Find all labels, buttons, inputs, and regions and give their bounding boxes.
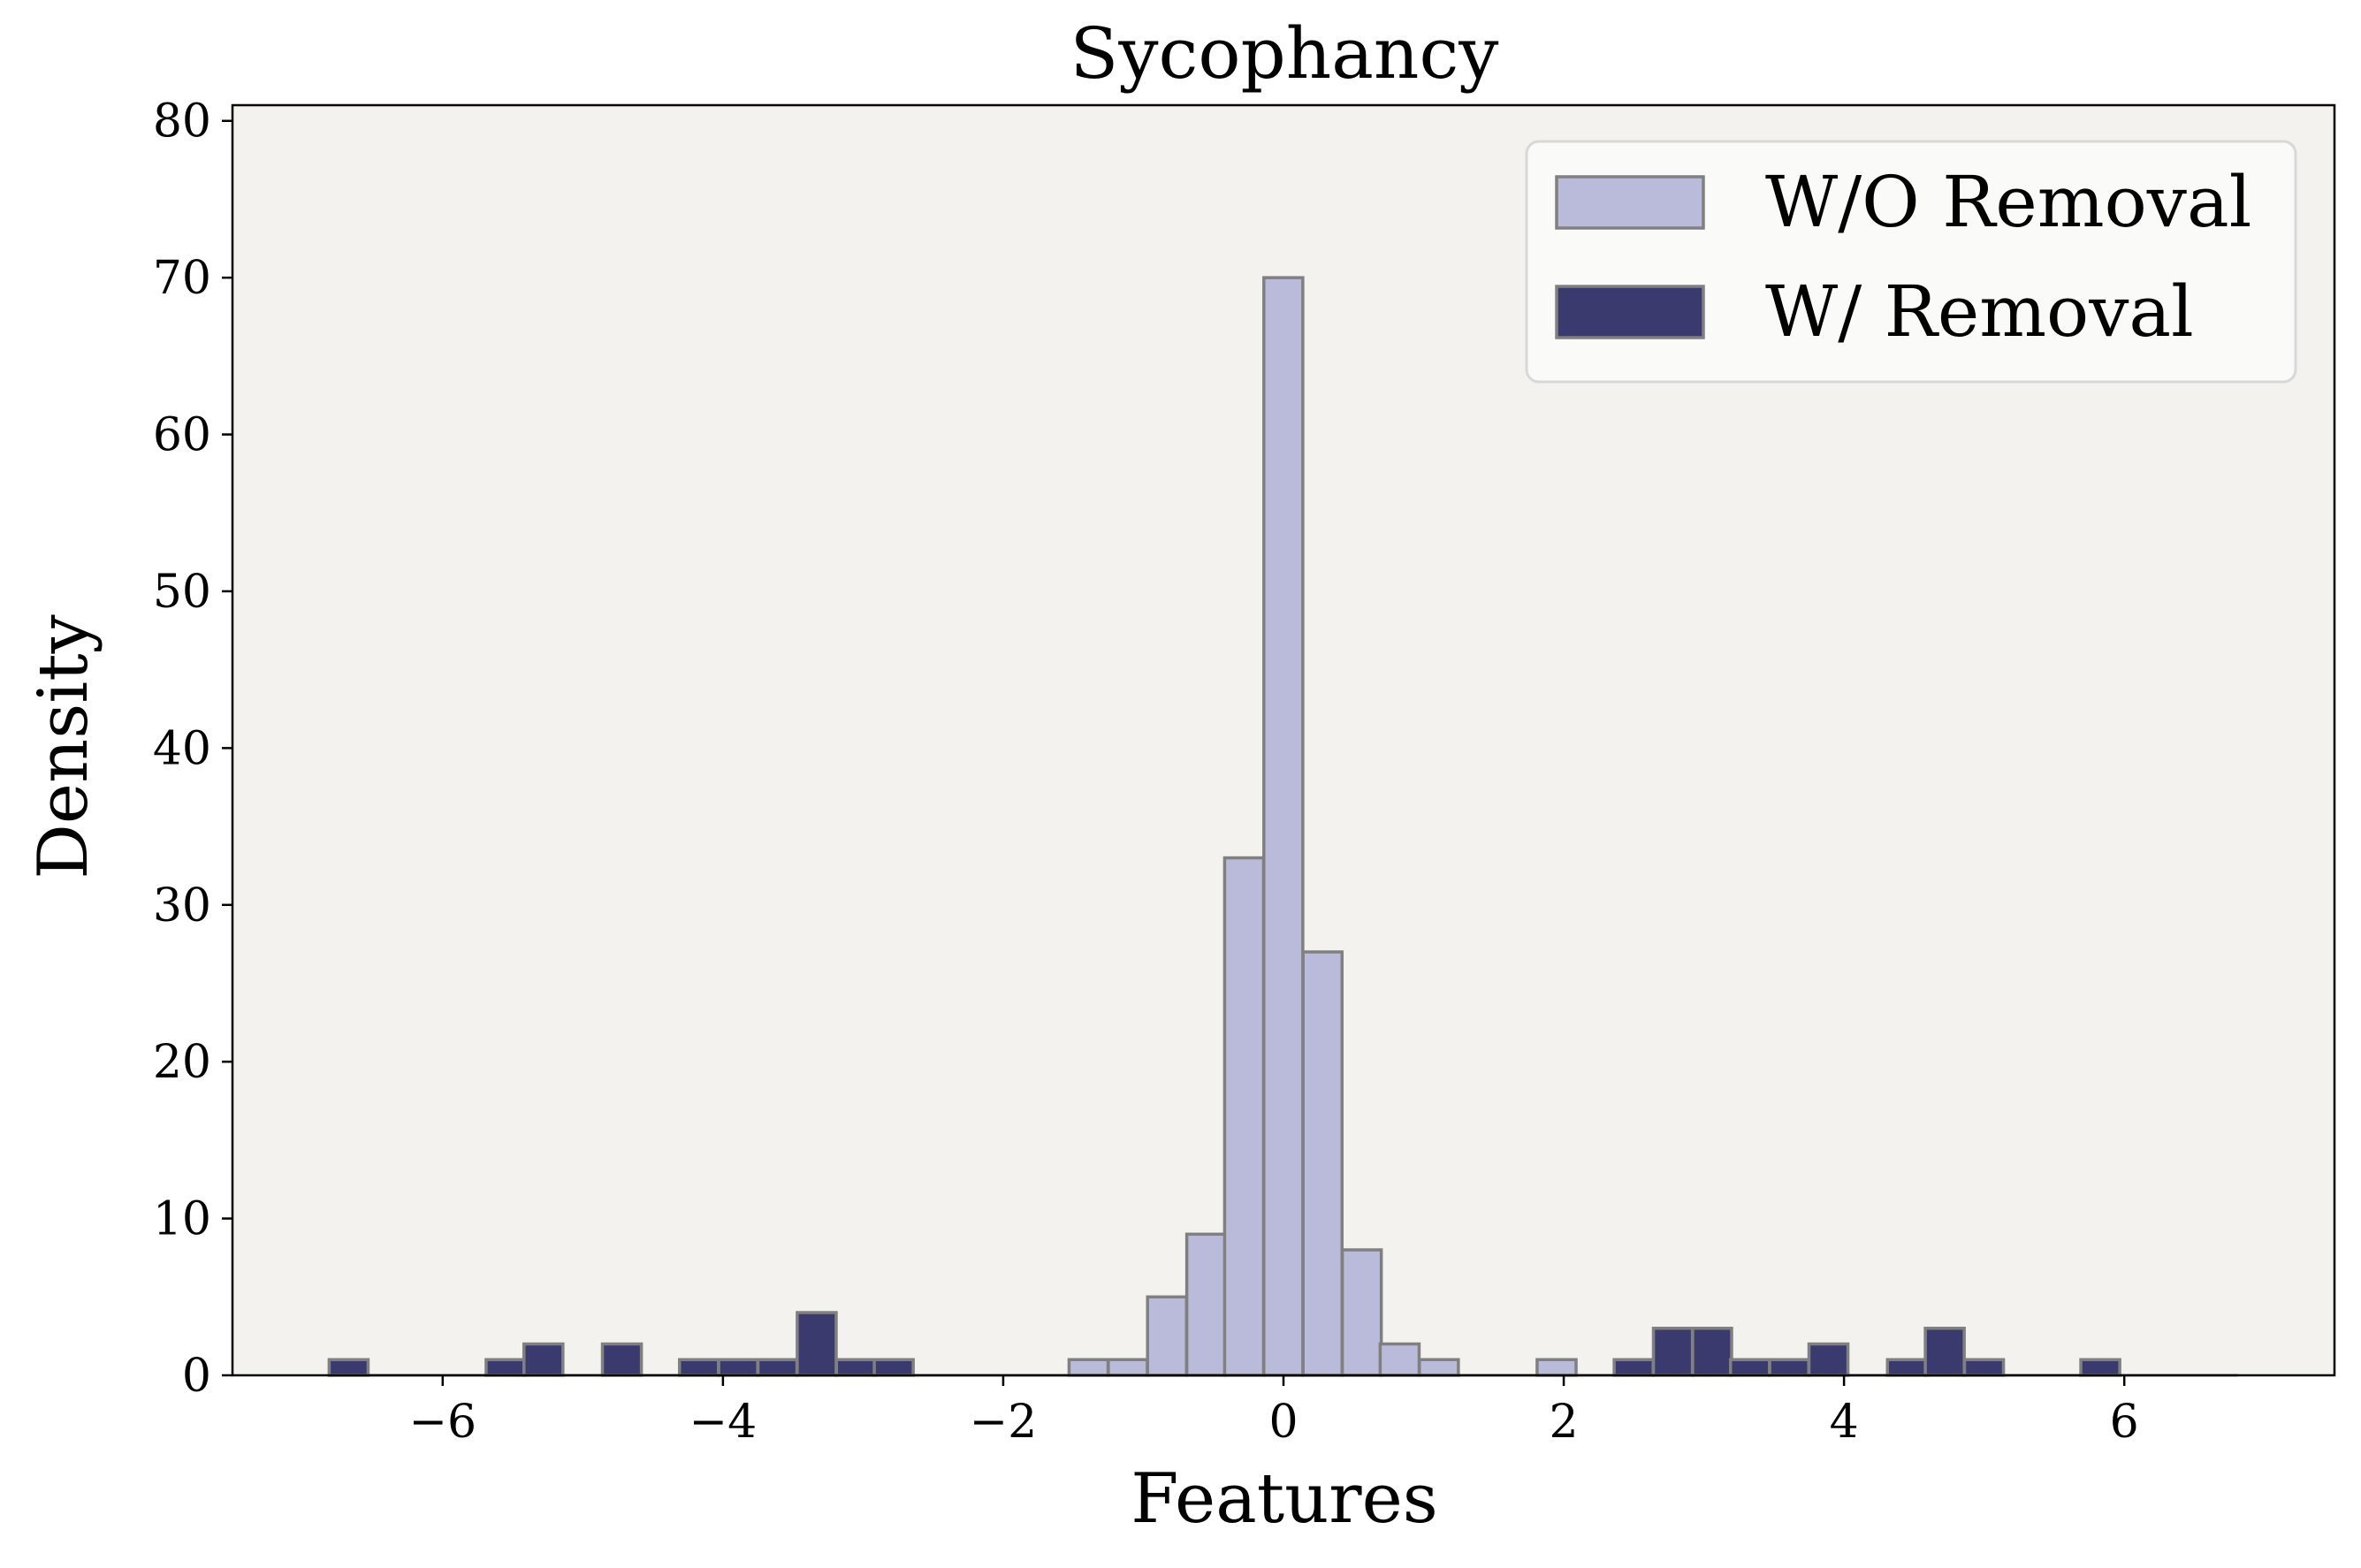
- bar-without-removal-6: [1301, 950, 1344, 1377]
- bar-with-removal-18: [1962, 1358, 2006, 1377]
- bar-with-removal-4: [677, 1358, 720, 1377]
- bar-with-removal-5: [717, 1358, 759, 1377]
- y-tick-label: 60: [153, 409, 211, 462]
- y-tick-label: 30: [153, 879, 211, 932]
- y-tick-label: 40: [153, 722, 211, 775]
- bar-without-removal-9: [1418, 1358, 1460, 1377]
- bar-without-removal-2: [1146, 1295, 1189, 1377]
- bar-with-removal-11: [1651, 1327, 1695, 1377]
- bar-with-removal-13: [1728, 1358, 1771, 1377]
- bar-without-removal-3: [1184, 1232, 1228, 1377]
- bar-with-removal-1: [484, 1358, 527, 1377]
- bar-with-removal-15: [1807, 1342, 1850, 1377]
- bar-without-removal-0: [1067, 1358, 1110, 1377]
- x-tick-label: −4: [689, 1396, 758, 1449]
- x-tick-label: 2: [1550, 1396, 1579, 1449]
- bar-with-removal-17: [1923, 1327, 1966, 1377]
- y-tick-label: 70: [153, 252, 211, 305]
- y-axis-title: Density: [24, 614, 103, 879]
- legend-swatch: [1555, 285, 1705, 339]
- x-tick-label: 4: [1830, 1396, 1859, 1449]
- bar-with-removal-2: [522, 1342, 565, 1377]
- x-tick-label: 6: [2110, 1396, 2139, 1449]
- y-axis-ticks: 0 10 20 30 40 50 60 70 80: [153, 95, 232, 1403]
- y-tick-label: 20: [153, 1036, 211, 1089]
- x-tick-label: −6: [408, 1396, 476, 1449]
- legend-label: W/ Removal: [1765, 270, 2194, 353]
- bar-without-removal-5: [1262, 276, 1305, 1377]
- bar-with-removal-9: [872, 1358, 915, 1377]
- bar-with-removal-16: [1885, 1358, 1929, 1377]
- x-axis-ticks: −6 −4 −2 0 2 4 6: [408, 1375, 2139, 1449]
- legend-swatch: [1555, 175, 1705, 230]
- y-tick-label: 10: [153, 1193, 211, 1246]
- x-axis-title: Features: [1131, 1459, 1438, 1539]
- bar-with-removal-8: [834, 1358, 878, 1377]
- bar-with-removal-19: [2079, 1358, 2121, 1377]
- y-tick-label: 0: [182, 1350, 211, 1403]
- x-tick-label: 0: [1268, 1396, 1298, 1449]
- bar-without-removal-7: [1340, 1248, 1383, 1377]
- bar-with-removal-0: [327, 1358, 370, 1377]
- legend-label: W/O Removal: [1765, 161, 2251, 243]
- y-tick-label: 80: [153, 95, 211, 148]
- bar-without-removal-10: [1535, 1358, 1578, 1377]
- legend: W/O Removal W/ Removal: [1525, 140, 2297, 384]
- bar-with-removal-6: [756, 1358, 799, 1377]
- bar-with-removal-3: [600, 1342, 644, 1377]
- bar-without-removal-4: [1222, 856, 1266, 1377]
- bar-without-removal-8: [1378, 1342, 1421, 1377]
- bar-with-removal-10: [1612, 1358, 1655, 1377]
- chart-title: Sycophancy: [1070, 12, 1499, 95]
- y-tick-label: 50: [153, 566, 211, 619]
- bar-with-removal-12: [1691, 1327, 1733, 1377]
- bar-with-removal-7: [796, 1311, 838, 1377]
- bar-without-removal-1: [1107, 1358, 1149, 1377]
- bars-layer: [327, 276, 2121, 1377]
- legend-box: [1525, 140, 2297, 384]
- bar-with-removal-14: [1768, 1358, 1810, 1377]
- x-tick-label: −2: [970, 1396, 1038, 1449]
